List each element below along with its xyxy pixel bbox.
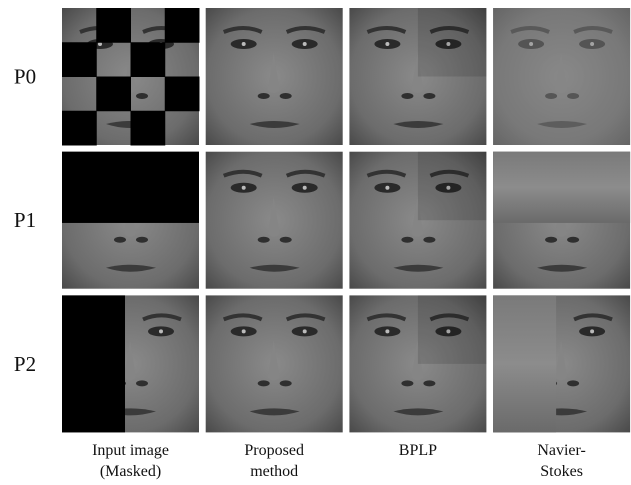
column-label: Proposed: [244, 442, 304, 459]
mask-block: [62, 42, 97, 77]
seam: [418, 295, 487, 364]
column-label: Navier-: [537, 442, 586, 459]
mask-block: [165, 77, 200, 112]
face-image: [206, 8, 343, 145]
mask-block: [62, 295, 125, 432]
mask-block: [62, 152, 199, 223]
face-image: [349, 295, 486, 432]
figure: P0 P1 P2 Input image (Masked) Proposed method B…: [0, 0, 631, 485]
row-label: P0: [14, 65, 36, 89]
face-image: [349, 152, 486, 289]
face-image: [62, 152, 199, 289]
mask-block: [131, 111, 166, 146]
column-label: method: [250, 463, 298, 480]
inpaint-blur: [493, 8, 630, 145]
column-label: BPLP: [399, 442, 437, 459]
mask-block: [96, 77, 131, 112]
column-label: (Masked): [100, 463, 161, 480]
seam: [418, 8, 487, 77]
face: [206, 295, 343, 432]
face: [206, 152, 343, 289]
column-label: Input image: [92, 442, 169, 459]
mask-block: [131, 42, 166, 77]
face-image: [493, 295, 630, 432]
inpaint-blur: [493, 152, 630, 223]
face-image: [62, 8, 200, 146]
mask-block: [62, 111, 97, 146]
image-grid: [62, 8, 630, 432]
inpaint-blur: [493, 295, 556, 432]
face: [206, 8, 343, 145]
face-image: [493, 152, 630, 289]
face-image: [206, 152, 343, 289]
row-label: P2: [14, 352, 36, 376]
face-image: [349, 8, 486, 145]
seam: [418, 152, 487, 221]
face-image: [206, 295, 343, 432]
face-image: [493, 8, 630, 145]
row-label: P1: [14, 208, 36, 232]
column-label: Stokes: [540, 463, 583, 480]
mask-block: [165, 8, 200, 43]
face-image: [62, 295, 199, 432]
mask-block: [96, 8, 131, 43]
